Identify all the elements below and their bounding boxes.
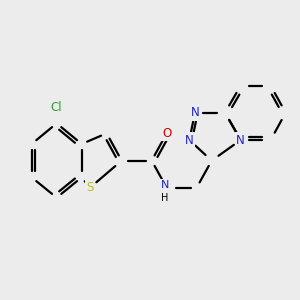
Text: H: H	[161, 193, 169, 203]
Text: N: N	[185, 134, 194, 146]
Text: N: N	[161, 180, 169, 190]
Text: Cl: Cl	[51, 101, 62, 114]
Text: O: O	[162, 127, 171, 140]
Text: N: N	[236, 134, 245, 146]
Text: N: N	[190, 106, 200, 119]
Text: S: S	[86, 181, 94, 194]
